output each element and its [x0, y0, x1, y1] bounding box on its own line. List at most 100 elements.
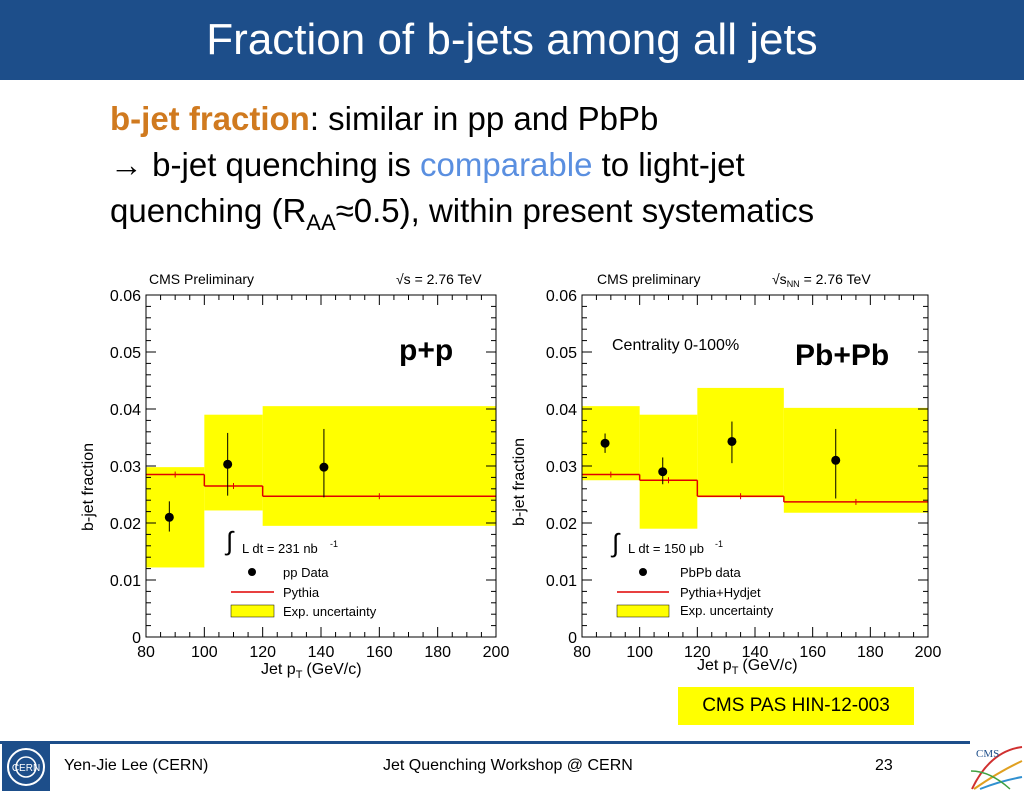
pbpb-ytick-label-2: 0.02 [546, 516, 577, 533]
reference-box: CMS PAS HIN-12-003 [678, 687, 914, 725]
pbpb-data-point-0 [600, 438, 610, 448]
pbpb-data-point-2 [727, 436, 737, 446]
pp-header-left: CMS Preliminary [149, 271, 254, 287]
pp-plot: CMS Preliminary √s = 2.76 TeV p+p ∫ L dt… [76, 262, 516, 687]
pp-mc-lines [146, 471, 496, 500]
pbpb-ytick-label-1: 0.01 [546, 573, 577, 590]
pbpb-ylabel: b-jet fraction [512, 438, 528, 526]
pp-legend-lumi: L dt = 231 nb [242, 541, 318, 556]
pbpb-ytick-label-6: 0.06 [546, 288, 577, 305]
line2-post: to light-jet [592, 146, 745, 183]
pbpb-xtick-label-0: 80 [573, 644, 591, 661]
pbpb-mc-lines [582, 471, 928, 505]
pp-xlabel: Jet pT (GeV/c) [261, 661, 362, 681]
pp-legend-mc: Pythia [283, 585, 320, 600]
pbpb-data-point-3 [831, 455, 841, 465]
pbpb-axis-labels: 80 100 120 140 160 180 200 0 0.01 0.02 0.03 0.04 0.0… [546, 288, 942, 661]
pp-legend-band: Exp. uncertainty [283, 604, 377, 619]
pbpb-xtick-label-1: 100 [626, 644, 653, 661]
pbpb-band-2 [697, 387, 784, 498]
pp-ytick-label-3: 0.03 [110, 459, 141, 476]
pp-plot-svg: CMS Preliminary √s = 2.76 TeV p+p ∫ L dt… [80, 271, 510, 681]
pp-xtick-label-3: 140 [308, 644, 335, 661]
pbpb-legend-mc: Pythia+Hydjet [680, 585, 761, 600]
pbpb-header-right: √sNN = 2.76 TeV [772, 271, 871, 289]
comparable-highlight: comparable [420, 146, 593, 183]
bullet-line-3: quenching (RAA≈0.5), within present syst… [110, 188, 1010, 246]
pbpb-band-0 [582, 406, 640, 481]
pbpb-xtick-label-4: 160 [799, 644, 826, 661]
pbpb-band-3 [783, 407, 928, 513]
pbpb-ytick-label-0: 0 [568, 630, 577, 647]
pbpb-legend: ∫ L dt = 150 μb -1 PbPb data Pythia+Hydj… [610, 528, 774, 618]
footer-line [0, 741, 1024, 744]
pbpb-plot-svg: CMS preliminary √sNN = 2.76 TeV Centrali… [511, 271, 942, 677]
pp-xtick-label-6: 200 [483, 644, 510, 661]
pp-legend-integral: ∫ [224, 526, 235, 556]
pp-ytick-label-2: 0.02 [110, 516, 141, 533]
pp-system-label: p+p [399, 334, 453, 367]
bullet-line-2: → b-jet quenching is comparable to light… [110, 142, 1010, 188]
pbpb-xtick-label-6: 200 [915, 644, 942, 661]
pp-bands [146, 406, 496, 568]
pp-ytick-label-4: 0.04 [110, 402, 141, 419]
pp-ytick-label-6: 0.06 [110, 288, 141, 305]
pbpb-system-label: Pb+Pb [795, 339, 889, 372]
cern-logo-text: CERN [12, 763, 40, 774]
pbpb-ytick-label-3: 0.03 [546, 459, 577, 476]
pbpb-legend-data: PbPb data [680, 565, 741, 580]
pp-data-points [164, 428, 329, 532]
footer [0, 741, 1024, 791]
pp-xtick-label-2: 120 [249, 644, 276, 661]
pbpb-header-left: CMS preliminary [597, 271, 700, 287]
line1-rest: : similar in pp and PbPb [309, 100, 659, 137]
pbpb-plot: CMS preliminary √sNN = 2.76 TeV Centrali… [511, 262, 952, 687]
pp-xtick-label-0: 80 [137, 644, 155, 661]
pp-axis-labels: 80 100 120 140 160 180 200 0 0.01 0.02 0.03 0.04 0.0… [110, 288, 510, 661]
pp-data-point-2 [319, 462, 329, 472]
cms-logo-icon: CMS [970, 741, 1024, 791]
pp-legend-band-swatch [230, 604, 275, 618]
pp-xtick-label-4: 160 [366, 644, 393, 661]
pp-xtick-label-5: 180 [424, 644, 451, 661]
pp-ytick-label-0: 0 [132, 630, 141, 647]
pp-band-2 [262, 406, 496, 526]
title-bar: Fraction of b-jets among all jets [0, 0, 1024, 80]
pbpb-legend-lumi: L dt = 150 μb [628, 541, 704, 556]
pp-legend-data-marker [248, 568, 256, 576]
pbpb-xtick-label-5: 180 [857, 644, 884, 661]
cms-logo: CMS [970, 741, 1024, 791]
pp-legend-lumi-sup: -1 [330, 539, 338, 549]
bullet-line-1: b-jet fraction: similar in pp and PbPb [110, 96, 1010, 142]
pbpb-legend-lumi-sup: -1 [715, 539, 723, 549]
pp-ytick-label-1: 0.01 [110, 573, 141, 590]
pbpb-xtick-label-2: 120 [684, 644, 711, 661]
footer-author: Yen-Jie Lee (CERN) [64, 757, 209, 774]
cern-logo-icon: CERN [7, 748, 45, 786]
pbpb-legend-integral: ∫ [610, 528, 621, 558]
pp-ylabel: b-jet fraction [80, 443, 97, 531]
pbpb-centrality: Centrality 0-100% [612, 337, 739, 354]
pbpb-band-1 [639, 414, 698, 529]
pbpb-xlabel: Jet pT (GeV/c) [697, 657, 798, 677]
line3-pre: quenching (R [110, 192, 307, 229]
pp-band-0 [146, 467, 205, 568]
pbpb-frame [581, 294, 929, 638]
pbpb-legend-band-swatch [616, 604, 670, 618]
footer-event: Jet Quenching Workshop @ CERN [383, 757, 633, 774]
line3-post: ≈0.5), within present systematics [335, 192, 815, 229]
pbpb-xtick-label-3: 140 [742, 644, 769, 661]
pbpb-data-points [600, 421, 841, 499]
pbpb-ytick-label-4: 0.04 [546, 402, 577, 419]
pp-frame [145, 294, 497, 638]
bjet-fraction-highlight: b-jet fraction [110, 100, 310, 137]
pp-data-point-1 [223, 459, 233, 469]
pp-data-point-0 [164, 512, 174, 522]
pbpb-ytick-label-5: 0.05 [546, 345, 577, 362]
bullet-text: b-jet fraction: similar in pp and PbPb →… [110, 96, 1010, 246]
pp-legend-data: pp Data [283, 565, 329, 580]
pp-header-right: √s = 2.76 TeV [396, 271, 482, 287]
pp-ytick-label-5: 0.05 [110, 345, 141, 362]
page-number: 23 [875, 757, 893, 774]
pbpb-bands [582, 387, 928, 529]
